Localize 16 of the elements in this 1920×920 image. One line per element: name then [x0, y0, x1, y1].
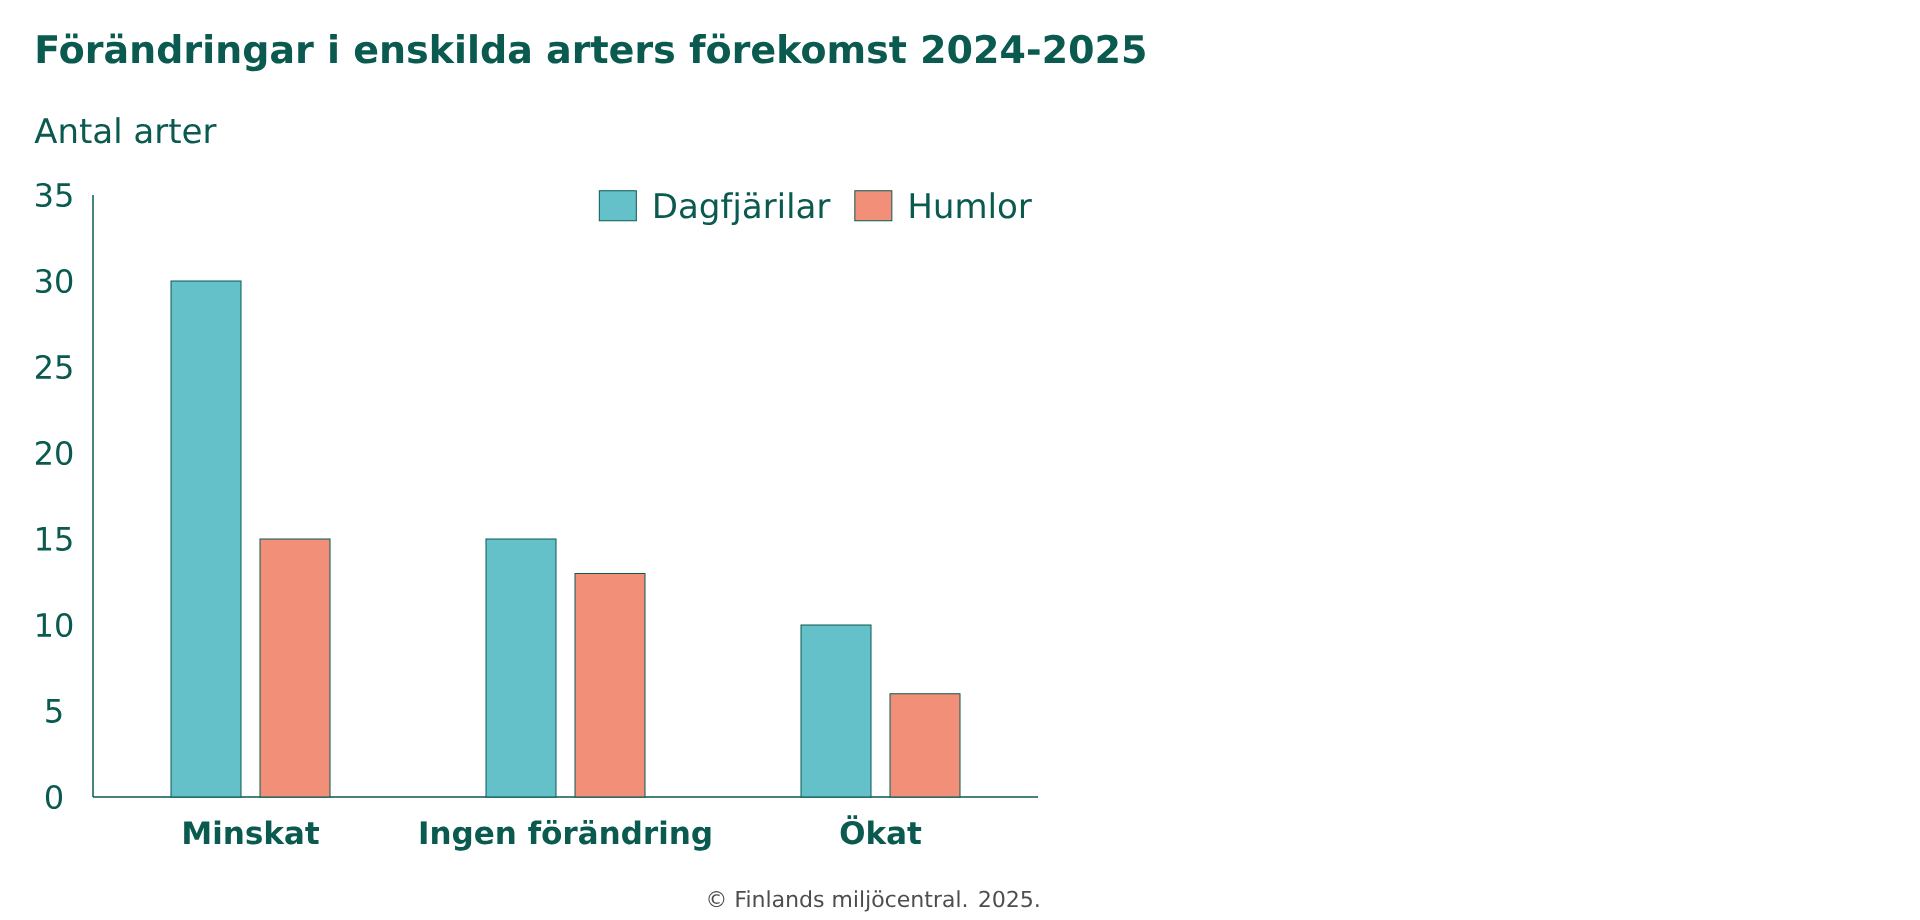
- y-tick-label: 35: [36, 182, 72, 208]
- x-tick-label: Ökat: [840, 815, 922, 845]
- y-tick-label: 10: [37, 612, 73, 638]
- y-tick-label: 30: [36, 268, 73, 294]
- y-tick-label: 15: [37, 527, 72, 551]
- y-tick-label: 20: [35, 440, 73, 466]
- x-tick-label: Minskat: [184, 820, 319, 845]
- legend-label: Humlor: [910, 192, 1032, 219]
- legend-label: Dagfjärilar: [655, 192, 831, 226]
- text: © Finlands miljöcentral. 2025.: [708, 890, 1039, 912]
- x-tick-label: Ingen förändring: [420, 819, 711, 851]
- chart-title: Förändringar i enskilda arters förekomst 2024-2025: [37, 33, 1145, 72]
- y-tick-label: 0: [45, 784, 63, 810]
- y-tick-label: 5: [46, 699, 62, 723]
- y-tick-label: 25: [35, 354, 72, 380]
- y-axis-title: Antal arter: [34, 117, 217, 144]
